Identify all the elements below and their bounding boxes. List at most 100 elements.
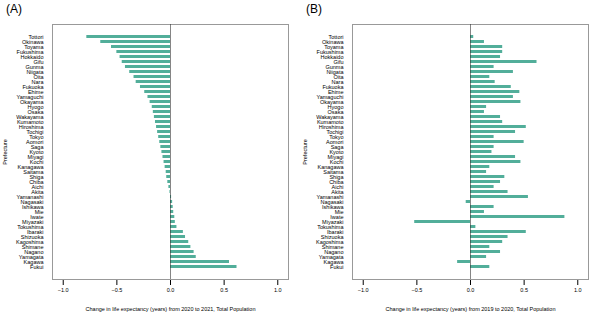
svg-text:Gifu: Gifu [333, 58, 344, 65]
svg-text:Osaka: Osaka [327, 108, 344, 115]
svg-text:Akita: Akita [331, 188, 344, 195]
svg-text:Fukushima: Fukushima [316, 48, 344, 55]
svg-text:Saga: Saga [30, 143, 44, 150]
svg-text:Saitama: Saitama [23, 168, 44, 175]
svg-text:Fukushima: Fukushima [16, 48, 44, 55]
svg-text:1.0: 1.0 [274, 287, 282, 293]
svg-text:Oita: Oita [333, 73, 344, 80]
svg-text:Hiroshima: Hiroshima [318, 123, 344, 130]
svg-text:Kumamoto: Kumamoto [16, 118, 44, 125]
svg-text:Fukuoka: Fukuoka [322, 83, 344, 90]
svg-text:Kyoto: Kyoto [329, 148, 344, 155]
svg-text:Toyama: Toyama [24, 43, 44, 50]
svg-text:Osaka: Osaka [27, 108, 44, 115]
svg-text:Mie: Mie [334, 208, 344, 215]
svg-text:Miyazaki: Miyazaki [22, 218, 44, 225]
svg-text:Yamaguchi: Yamaguchi [16, 93, 44, 100]
svg-text:Toyama: Toyama [324, 43, 344, 50]
svg-text:Nagasaki: Nagasaki [320, 198, 344, 205]
svg-text:Okayama: Okayama [320, 98, 344, 105]
svg-text:Iwate: Iwate [30, 213, 44, 220]
svg-text:Tottori: Tottori [28, 33, 44, 40]
svg-text:−0.5: −0.5 [411, 287, 422, 293]
svg-text:Saga: Saga [330, 143, 344, 150]
svg-text:Ishikawa: Ishikawa [322, 203, 344, 210]
svg-text:Kanagawa: Kanagawa [317, 163, 344, 170]
svg-text:Fukui: Fukui [30, 264, 43, 270]
svg-text:Chiba: Chiba [329, 178, 344, 185]
svg-text:0.0: 0.0 [467, 287, 475, 293]
svg-text:Okayama: Okayama [20, 98, 44, 105]
svg-text:Aichi: Aichi [331, 183, 344, 190]
svg-text:Kochi: Kochi [29, 158, 44, 165]
svg-text:Ishikawa: Ishikawa [22, 203, 44, 210]
svg-text:Gifu: Gifu [33, 58, 44, 65]
svg-text:Nagasaki: Nagasaki [20, 198, 44, 205]
svg-text:Shizuoka: Shizuoka [20, 233, 44, 240]
svg-text:Change in life expectancy (yea: Change in life expectancy (years) from 2… [386, 306, 556, 312]
svg-text:Prefecture: Prefecture [302, 139, 308, 164]
svg-text:Tochigi: Tochigi [326, 128, 344, 135]
html-text:(B): (B) [306, 2, 322, 16]
svg-text:Change in life expectancy (yea: Change in life expectancy (years) from 2… [86, 306, 256, 312]
svg-text:Kochi: Kochi [329, 158, 344, 165]
svg-text:Chiba: Chiba [29, 178, 44, 185]
svg-text:Aomori: Aomori [26, 138, 44, 145]
svg-text:Nara: Nara [331, 78, 344, 85]
svg-text:Tokyo: Tokyo [29, 133, 44, 140]
svg-text:Nagano: Nagano [24, 248, 44, 255]
svg-text:Kagoshima: Kagoshima [16, 238, 44, 245]
svg-text:Tokyo: Tokyo [329, 133, 344, 140]
html-text:(A): (A) [6, 2, 22, 16]
svg-text:Wakayama: Wakayama [316, 113, 344, 120]
svg-text:Saitama: Saitama [323, 168, 344, 175]
svg-text:Oita: Oita [33, 73, 44, 80]
svg-text:Kumamoto: Kumamoto [316, 118, 344, 125]
svg-text:Mie: Mie [34, 208, 44, 215]
svg-text:Wakayama: Wakayama [16, 113, 44, 120]
svg-text:Nara: Nara [31, 78, 44, 85]
svg-text:Hokkaido: Hokkaido [20, 53, 44, 60]
svg-text:Niigata: Niigata [326, 68, 344, 75]
svg-text:Miyagi: Miyagi [27, 153, 44, 160]
svg-text:−1.0: −1.0 [58, 287, 69, 293]
svg-text:Okinawa: Okinawa [22, 38, 44, 45]
svg-text:Tokushima: Tokushima [17, 223, 44, 230]
svg-text:Yamaguchi: Yamaguchi [316, 93, 344, 100]
svg-text:Tottori: Tottori [328, 33, 344, 40]
svg-text:Niigata: Niigata [26, 68, 44, 75]
svg-text:Shiga: Shiga [329, 173, 344, 180]
svg-text:Ehime: Ehime [327, 88, 344, 95]
svg-text:Aichi: Aichi [31, 183, 44, 190]
svg-text:Aomori: Aomori [326, 138, 344, 145]
svg-text:Kyoto: Kyoto [29, 148, 44, 155]
svg-text:Gunma: Gunma [25, 63, 44, 70]
svg-text:Shimane: Shimane [21, 243, 44, 250]
svg-text:Hiroshima: Hiroshima [18, 123, 44, 130]
svg-text:Prefecture: Prefecture [2, 139, 8, 164]
svg-text:0.5: 0.5 [220, 287, 228, 293]
svg-text:Gunma: Gunma [325, 63, 344, 70]
svg-text:Okinawa: Okinawa [322, 38, 344, 45]
svg-text:Hokkaido: Hokkaido [320, 53, 344, 60]
svg-text:Ibaraki: Ibaraki [27, 228, 44, 235]
svg-text:0.0: 0.0 [167, 287, 175, 293]
svg-text:Fukui: Fukui [330, 264, 343, 270]
svg-text:−0.5: −0.5 [111, 287, 122, 293]
svg-text:Tochigi: Tochigi [26, 128, 44, 135]
svg-text:Ehime: Ehime [27, 88, 44, 95]
svg-text:Shiga: Shiga [29, 173, 44, 180]
svg-text:Hyogo: Hyogo [27, 103, 44, 110]
svg-text:Akita: Akita [31, 188, 44, 195]
svg-text:Fukuoka: Fukuoka [22, 83, 44, 90]
svg-text:Kagawa: Kagawa [23, 258, 44, 265]
svg-text:0.5: 0.5 [520, 287, 528, 293]
svg-text:Yamanashi: Yamanashi [16, 193, 44, 200]
svg-text:Yamanashi: Yamanashi [316, 193, 344, 200]
svg-text:Miyagi: Miyagi [327, 153, 344, 160]
svg-text:1.0: 1.0 [574, 287, 582, 293]
svg-text:Hyogo: Hyogo [327, 103, 344, 110]
svg-text:Kanagawa: Kanagawa [17, 163, 44, 170]
svg-text:−1.0: −1.0 [358, 287, 369, 293]
svg-text:Yamagata: Yamagata [18, 253, 44, 260]
